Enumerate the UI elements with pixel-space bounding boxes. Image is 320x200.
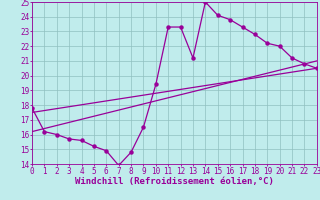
X-axis label: Windchill (Refroidissement éolien,°C): Windchill (Refroidissement éolien,°C) xyxy=(75,177,274,186)
